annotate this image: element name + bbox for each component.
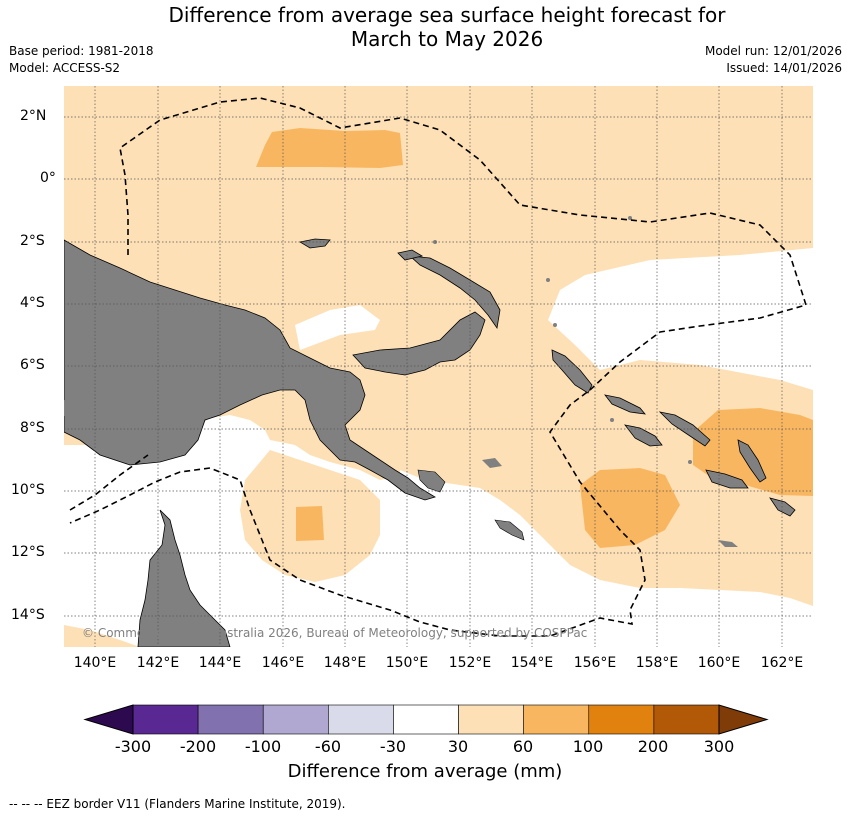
land-bougainville [551, 349, 593, 394]
land-trobriand [482, 458, 502, 468]
land-islet [628, 216, 632, 220]
eez-border-west [69, 454, 149, 511]
meta-right: Model run: 12/01/2026 Issued: 14/01/2026 [705, 43, 842, 77]
land-dentrecasteaux [417, 469, 446, 493]
lon-tick: 156°E [573, 655, 617, 671]
colorbar-swatch [262, 704, 329, 735]
lon-tick: 144°E [198, 655, 242, 671]
colorbar-title: Difference from average (mm) [287, 761, 563, 782]
lon-tick: 150°E [385, 655, 429, 671]
anomaly-60-100-solomon-sea [580, 468, 680, 548]
colorbar-tick: 30 [447, 737, 469, 756]
eez-legend: -- -- -- EEZ border V11 (Flanders Marine… [9, 797, 346, 811]
land-malaita [737, 439, 767, 483]
colorbar-tick: -60 [314, 737, 342, 756]
colorbar-tick: 300 [703, 737, 735, 756]
colorbar-swatch [523, 704, 590, 735]
colorbar-tick: -200 [179, 737, 217, 756]
colorbar-tick: 60 [512, 737, 534, 756]
lat-tick: 10°S [11, 482, 45, 498]
colorbar-tick: -300 [114, 737, 152, 756]
issued-date: Issued: 14/01/2026 [726, 61, 842, 75]
lat-tick: 12°S [11, 544, 45, 560]
map-canvas: © Commonwealth of Australia 2026, Bureau… [64, 86, 813, 647]
colorbar-tick: -30 [379, 737, 407, 756]
meta-left: Base period: 1981-2018 Model: ACCESS-S2 [9, 43, 154, 77]
land-manus [298, 238, 331, 249]
land-torres-island [64, 400, 72, 416]
model-run: Model run: 12/01/2026 [704, 44, 842, 58]
land-islet [610, 418, 614, 422]
eez-border-png [69, 97, 808, 637]
colorbar-swatch [588, 704, 655, 735]
title-line-2: March to May 2026 [350, 27, 544, 51]
lon-tick: 154°E [510, 655, 554, 671]
lon-tick: 152°E [448, 655, 492, 671]
colorbar-tick: -100 [244, 737, 282, 756]
base-period: Base period: 1981-2018 [9, 44, 154, 58]
map-layers [64, 86, 813, 647]
colorbar-swatch [197, 704, 264, 735]
land-islet [553, 323, 557, 327]
neutral-pocket-north-png [295, 305, 380, 350]
colorbar-swatch [132, 704, 199, 735]
lat-tick: 2°N [20, 108, 47, 124]
colorbar-swatch [328, 704, 394, 735]
land-islet [546, 278, 550, 282]
lon-tick: 160°E [697, 655, 741, 671]
lat-tick: 4°S [20, 295, 45, 311]
anomaly-60-100-north [256, 128, 403, 168]
anomaly-60-100-coral [296, 506, 324, 541]
lat-tick: 0° [40, 170, 56, 186]
colorbar-tick: 200 [637, 737, 669, 756]
lat-tick: 2°S [20, 233, 45, 249]
title-line-1: Difference from average sea surface heig… [168, 3, 726, 27]
land-new-britain [352, 311, 486, 376]
colorbar-swatches [132, 704, 720, 735]
land-rennell [718, 540, 738, 547]
colorbar-swatch [653, 704, 720, 735]
model-name: Model: ACCESS-S2 [9, 61, 121, 75]
lon-tick: 140°E [73, 655, 117, 671]
land-louisiade [494, 519, 525, 541]
land-new-ireland [408, 255, 501, 330]
colorbar-swatch [458, 704, 524, 735]
map-title: Difference from average sea surface heig… [0, 3, 850, 51]
land-choiseul [604, 394, 646, 415]
copyright-notice: © Commonwealth of Australia 2026, Bureau… [82, 626, 587, 640]
lat-tick: 14°S [11, 607, 45, 623]
graticule [64, 86, 813, 647]
lat-tick: 6°S [20, 357, 45, 373]
colorbar-tick: 100 [572, 737, 604, 756]
lon-tick: 146°E [261, 655, 305, 671]
anomaly-30-60-gulf [64, 625, 140, 647]
land-islet [688, 460, 692, 464]
colorbar-over-arrow [718, 704, 769, 735]
colorbar-under-arrow [83, 704, 134, 735]
land-new-georgia [624, 424, 663, 447]
land-makira [769, 497, 796, 517]
lon-tick: 148°E [323, 655, 367, 671]
lon-tick: 162°E [760, 655, 804, 671]
lon-tick: 158°E [635, 655, 679, 671]
land-new-guinea [64, 239, 436, 501]
land-cape-york [137, 509, 231, 647]
lat-tick: 8°S [20, 420, 45, 436]
colorbar-swatch [393, 704, 459, 735]
lon-tick: 142°E [136, 655, 180, 671]
land-guadalcanal [705, 469, 749, 489]
